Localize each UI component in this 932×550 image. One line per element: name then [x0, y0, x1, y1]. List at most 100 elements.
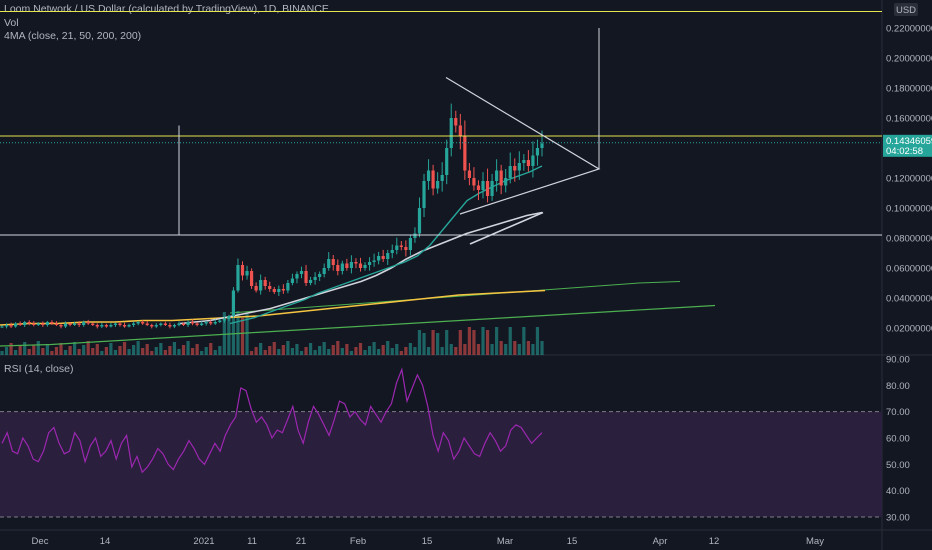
candle-body: [45, 322, 49, 325]
volume-bar: [200, 351, 204, 355]
candle-body: [136, 322, 140, 324]
candle-body: [404, 247, 408, 250]
candle-body: [490, 181, 494, 196]
volume-bar: [100, 351, 104, 355]
volume-bar: [422, 333, 426, 355]
candle-body: [431, 170, 435, 189]
candle-body: [100, 325, 104, 327]
y-tick-label: 0.04000000: [886, 294, 932, 305]
candle-body: [236, 265, 240, 291]
x-tick-label: 15: [422, 536, 433, 547]
candle-body: [290, 278, 295, 283]
axes: 0.22000000 0.20000000 0.18000000 0.16000000…: [32, 3, 932, 547]
candle-body: [190, 322, 195, 324]
rsi-tick-label: 90.00: [886, 355, 910, 366]
rsi-tick-label: 50.00: [886, 460, 910, 471]
rsi-tick-label: 40.00: [886, 486, 910, 497]
candle-body: [32, 323, 36, 325]
candle-body: [200, 323, 204, 325]
volume-bar: [177, 349, 181, 355]
candle-body: [322, 268, 326, 274]
candle-body: [218, 320, 222, 322]
volume-bar: [490, 344, 494, 355]
candle-body: [263, 280, 267, 286]
candle-body: [358, 263, 363, 268]
triangle-pattern: [445, 76, 601, 215]
volume-bar: [290, 348, 295, 355]
candle-body: [163, 323, 167, 325]
candle-body: [91, 323, 95, 325]
volume-bar: [68, 346, 72, 355]
candle-body: [463, 136, 467, 171]
volume-bar: [27, 349, 31, 355]
candle-body: [73, 323, 77, 325]
candle-body: [417, 208, 422, 234]
volume-bar: [36, 341, 40, 355]
volume-bar: [431, 330, 435, 355]
volume-bar: [513, 341, 517, 355]
candle-body: [141, 322, 145, 324]
candle-body: [377, 256, 381, 261]
volume-bar: [304, 347, 308, 355]
volume-bar: [522, 327, 526, 355]
candle-body: [313, 277, 317, 280]
candle-body: [36, 323, 40, 325]
candle-body: [508, 166, 512, 178]
candle-body: [159, 323, 163, 325]
volume-bar: [318, 346, 322, 355]
candle-body: [535, 148, 540, 156]
volume-bar: [23, 342, 27, 355]
candle-body: [281, 289, 285, 291]
moving-averages: [0, 165, 716, 347]
volume-bar: [145, 344, 149, 355]
volume-bar: [540, 341, 544, 355]
candle-body: [436, 181, 440, 189]
x-tick-label: May: [806, 536, 824, 547]
candle-body: [526, 160, 530, 166]
volume-bar: [63, 350, 68, 355]
volume-bar: [499, 341, 503, 355]
rsi-tick-label: 60.00: [886, 434, 910, 445]
volume-bar: [349, 351, 354, 355]
volume-bar: [272, 342, 276, 355]
candle-body: [467, 170, 471, 178]
ma50-line: [179, 211, 543, 325]
volume-bar: [281, 345, 285, 355]
candle-body: [122, 325, 127, 327]
volume-bar: [136, 341, 140, 355]
candle-body: [150, 325, 154, 327]
volume-bar: [32, 345, 36, 355]
volume-bar: [345, 344, 349, 355]
volume-bar: [485, 330, 490, 355]
volume-bar: [150, 351, 154, 355]
candle-body: [304, 271, 308, 283]
candle-body: [18, 323, 22, 325]
candle-body: [145, 323, 149, 325]
volume-bar: [172, 342, 177, 355]
candle-body: [318, 274, 322, 277]
volume-bar: [440, 347, 444, 355]
volume-bar: [372, 342, 376, 355]
rsi-tick-label: 30.00: [886, 513, 910, 524]
candle-body: [249, 271, 254, 286]
volume-bar: [268, 346, 272, 355]
candle-body: [308, 280, 313, 283]
volume-bar: [59, 343, 63, 355]
volume-bar: [0, 351, 4, 355]
x-tick-label: 12: [709, 536, 720, 547]
volume-bar: [449, 344, 453, 355]
volume-bar: [245, 314, 249, 355]
volume-bar: [336, 341, 340, 355]
volume-bar: [204, 347, 208, 355]
candle-body: [345, 263, 349, 268]
volume-bar: [481, 327, 485, 355]
volume-bar: [231, 315, 236, 355]
price-tag-value: 0.14346059: [886, 136, 932, 147]
volume-bar: [495, 327, 499, 355]
candle-body: [245, 271, 249, 276]
candle-body: [426, 170, 431, 181]
candle-body: [186, 322, 190, 325]
volume-bar: [181, 345, 186, 355]
x-tick-label: 14: [100, 536, 111, 547]
